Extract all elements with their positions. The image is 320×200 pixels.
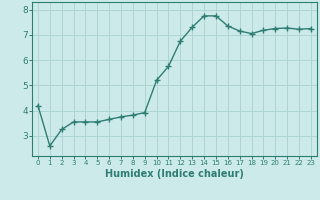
X-axis label: Humidex (Indice chaleur): Humidex (Indice chaleur) — [105, 169, 244, 179]
